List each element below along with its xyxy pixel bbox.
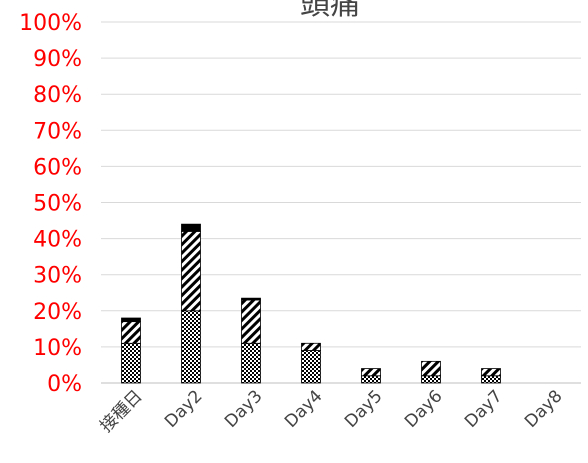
bar-segment [121,317,141,323]
bar-segment [421,375,441,384]
y-tick-label: 40% [33,228,82,253]
y-tick-label: 80% [33,83,82,108]
chart-title: 頭痛 [300,0,360,22]
gridlines [101,21,581,384]
y-tick-label: 10% [33,336,82,361]
x-tick-label: Day7 [461,386,507,432]
x-tick-label: Day8 [521,386,567,432]
y-tick-label: 100% [19,11,82,36]
y-tick-label: 0% [47,372,82,397]
x-tick-label: Day5 [341,386,387,432]
bar-segment [361,375,381,384]
y-tick-label: 30% [33,264,82,289]
y-tick-label: 90% [33,47,82,72]
x-tick-label: Day6 [401,386,447,432]
bar-segment [181,310,201,384]
bar-segment [121,342,141,384]
bar-segment [301,350,321,384]
bar-segment [241,299,261,344]
y-tick-label: 20% [33,300,82,325]
y-axis-ticks: 0% 10% 20% 30% 40% 50% 60% 70% 80% 90% 100% [19,11,82,397]
bar-segment [181,223,201,232]
bar-segment [481,375,501,384]
bar-segment [301,342,321,351]
bar-segment [481,368,501,377]
y-tick-label: 60% [33,155,82,180]
bar-segment [181,230,201,312]
x-tick-label: Day3 [221,386,267,432]
y-tick-label: 70% [33,119,82,144]
x-tick-label: Day4 [281,386,327,432]
bars [121,223,501,384]
bar-segment [121,321,141,344]
bar-segment [421,360,441,377]
bar-segment [361,368,381,377]
bar-segment [241,297,261,301]
x-tick-label: Day2 [161,386,207,432]
x-tick-label: 接種日 [96,386,146,436]
x-axis-ticks: 接種日 Day2 Day3 Day4 Day5 Day6 Day7 Day8 [96,386,566,436]
y-tick-label: 50% [33,192,82,217]
bar-segment [241,342,261,384]
